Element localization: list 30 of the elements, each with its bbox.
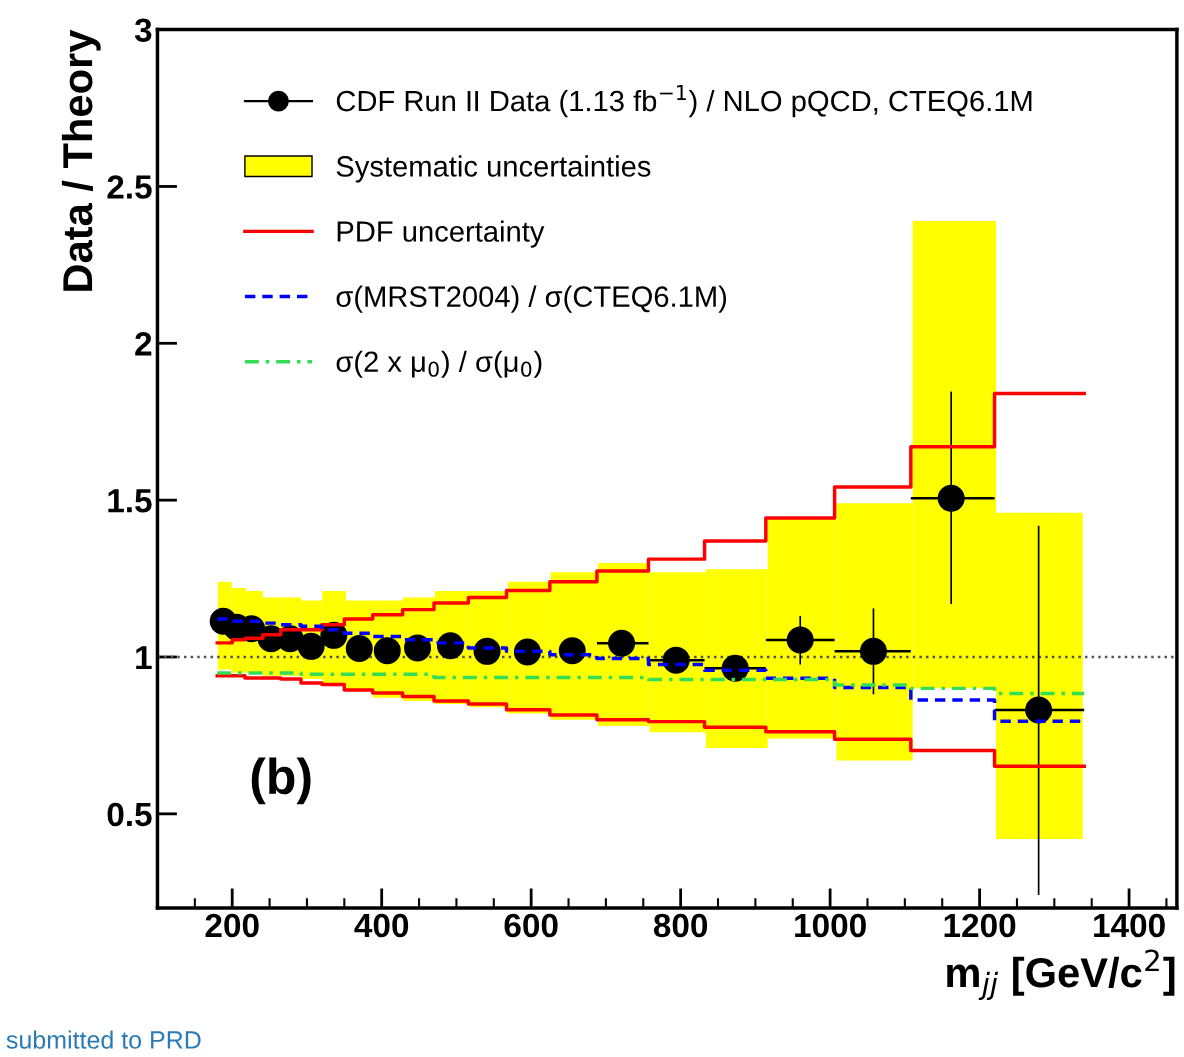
legend-label: PDF uncertainty xyxy=(337,220,545,248)
point xyxy=(297,632,325,660)
legend-label: Systematic uncertainties xyxy=(336,155,651,183)
point xyxy=(608,629,636,657)
x-tick-label: 200 xyxy=(205,913,259,938)
y-tick-label: 2 xyxy=(135,332,152,356)
point xyxy=(859,637,887,665)
legend-label: CDF Run II Data (1.13 fb$^{−1}$) / NLO pQCD, CTEQ6.1M xyxy=(336,85,1032,118)
point xyxy=(786,626,814,654)
point xyxy=(473,637,501,665)
y-tick-label: 2.5 xyxy=(107,175,152,199)
y-tick-label: 1.5 xyxy=(108,489,152,513)
x-tick-label: 600 xyxy=(504,913,558,938)
x-tick-label: 1000 xyxy=(795,913,866,938)
text: submitted to PRD xyxy=(6,1030,201,1049)
y-tick-label: 0.5 xyxy=(107,802,152,827)
point xyxy=(662,646,690,674)
legend-label: σ(MRST2004) / σ(CTEQ6.1M) xyxy=(336,285,727,313)
x-axis-title: m$_{jj}$ [GeV/c$^{2}$] xyxy=(947,949,1175,1000)
y-tick-label: 1 xyxy=(136,646,152,670)
x-tick-label: 400 xyxy=(354,913,409,938)
legend-label: σ(2 x μ$_{0}$) / σ(μ$_{0}$) xyxy=(336,350,542,378)
y-tick-label: 3 xyxy=(134,18,152,43)
annotation: (b) xyxy=(251,757,311,805)
x-tick-label: 1200 xyxy=(944,913,1016,938)
point xyxy=(1025,696,1053,724)
y-axis-title: Data / Theory xyxy=(61,29,101,291)
x-tick-label: 1400 xyxy=(1094,913,1165,938)
x-tick-label: 800 xyxy=(653,913,708,938)
point xyxy=(937,484,965,512)
